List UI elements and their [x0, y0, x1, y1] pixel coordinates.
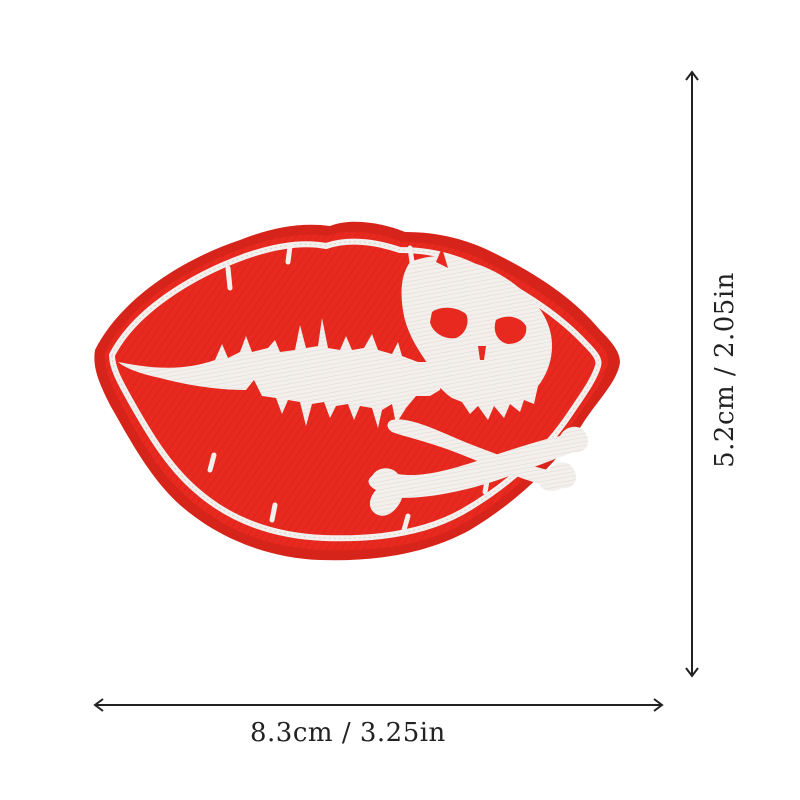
skull-right-eye: [494, 316, 527, 344]
height-dimension-label: 5.2cm / 2.05in: [710, 272, 740, 468]
skull: [401, 256, 552, 420]
skull-nose: [478, 346, 486, 360]
skull-left-eye: [430, 307, 468, 339]
crossbones: [368, 419, 589, 516]
width-arrow: [93, 698, 664, 712]
mouth-line: [118, 318, 444, 428]
height-arrow: [685, 70, 699, 678]
width-dimension-label: 8.3cm / 3.25in: [250, 718, 446, 748]
